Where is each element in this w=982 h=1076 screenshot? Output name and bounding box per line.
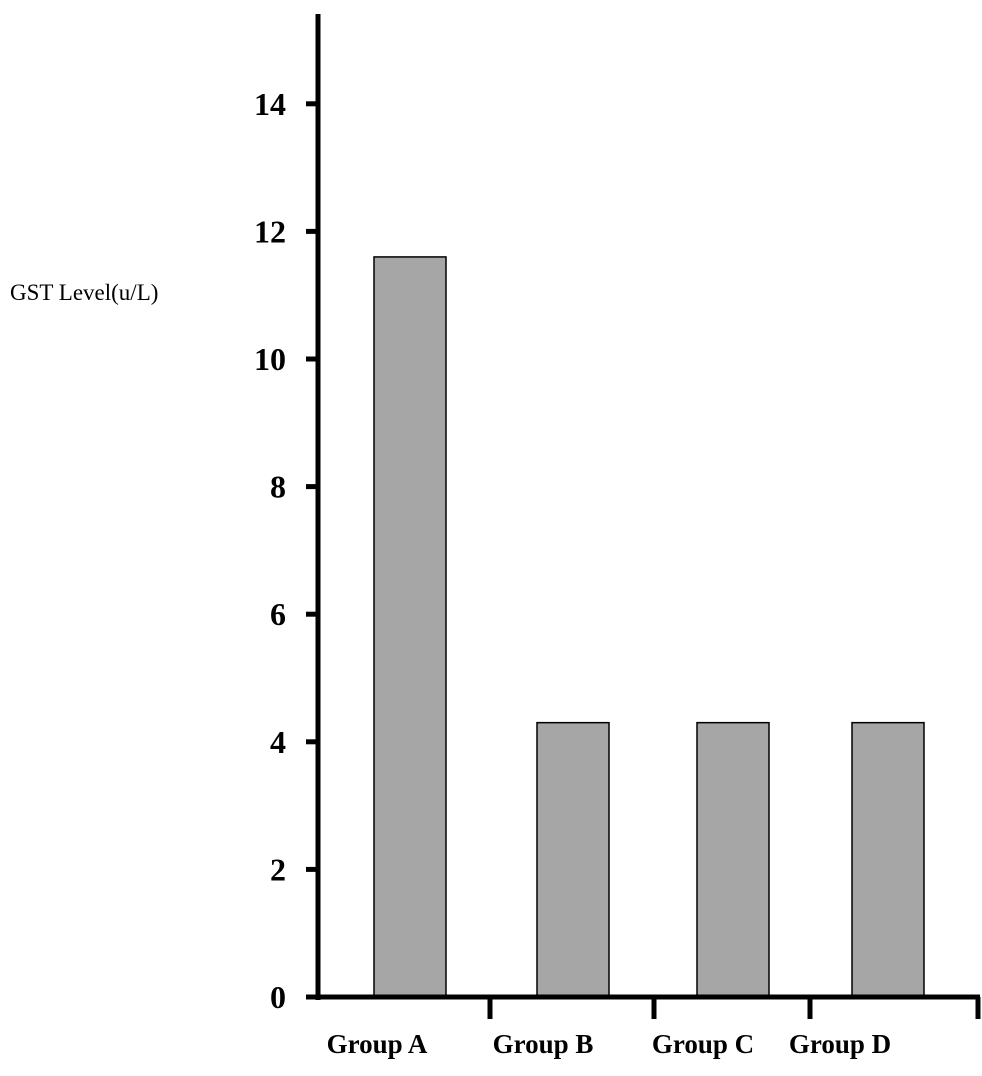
x-tick-label: Group D (789, 1029, 891, 1059)
bar-group-a (373, 256, 447, 998)
bar-group-d (851, 721, 925, 998)
y-tick-label: 6 (270, 596, 286, 632)
x-tick-label: Group A (327, 1029, 428, 1059)
y-axis-title: GST Level(u/L) (10, 280, 158, 305)
x-ticks-group: Group A Group B Group C Group D (327, 997, 981, 1059)
x-tick-label: Group C (652, 1029, 754, 1059)
y-tick-label: 10 (254, 341, 286, 377)
bars-group (373, 256, 925, 998)
x-tick-label: Group B (493, 1029, 594, 1059)
y-tick-label: 0 (270, 979, 286, 1015)
y-tick-label: 8 (270, 469, 286, 505)
y-tick-label: 12 (254, 213, 286, 249)
bar-group-c (696, 721, 770, 998)
bar-group-b (536, 721, 610, 998)
y-tick-label: 14 (254, 86, 286, 122)
y-tick-label: 4 (270, 724, 286, 760)
y-ticks-group: 0 2 4 6 8 10 12 14 (254, 86, 318, 1015)
y-tick-label: 2 (270, 851, 286, 887)
